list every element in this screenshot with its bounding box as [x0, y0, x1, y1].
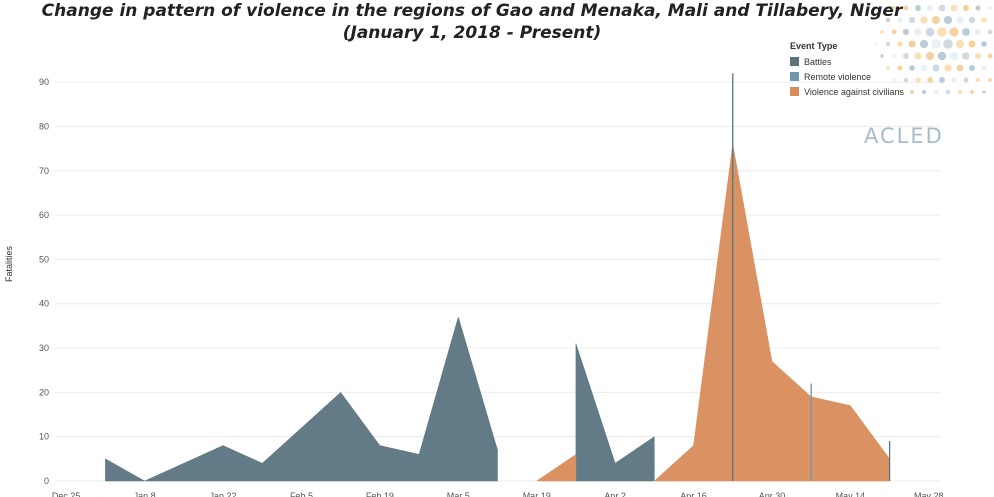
y-tick-label: 40 [39, 299, 49, 309]
legend-label: Battles [804, 56, 832, 67]
y-tick-label: 10 [39, 432, 49, 442]
y-tick-labels: 0 10 20 30 40 50 60 70 80 90 [39, 77, 49, 486]
x-tick-label: Jan 22 [210, 491, 237, 497]
x-tick-label: Feb 19 [366, 491, 394, 497]
y-tick-label: 30 [39, 343, 49, 353]
x-tick-label: Apr 30 [759, 491, 786, 497]
legend-item: Remote violence [790, 69, 904, 84]
area-battles [105, 316, 498, 482]
x-tick-label: Feb 5 [290, 491, 313, 497]
y-tick-label: 70 [39, 166, 49, 176]
legend-swatch [790, 87, 799, 96]
series-spikes [732, 73, 891, 481]
y-tick-label: 60 [39, 210, 49, 220]
y-tick-label: 50 [39, 254, 49, 264]
legend: Event Type Battles Remote violence Violenc… [790, 41, 904, 99]
legend-item: Violence against civilians [790, 84, 904, 99]
area-violence-against-civilians [653, 144, 890, 482]
y-tick-label: 0 [44, 476, 49, 486]
legend-title: Event Type [790, 41, 838, 51]
x-tick-label: Mar 5 [447, 491, 470, 497]
y-tick-label: 90 [39, 77, 49, 87]
legend-label: Violence against civilians [804, 86, 904, 97]
x-tick-label: May 14 [836, 491, 866, 497]
x-tick-label: Mar 19 [523, 491, 551, 497]
x-tick-label: Apr 2 [604, 491, 626, 497]
acled-logo-icon [874, 4, 994, 95]
legend-swatch [790, 72, 799, 81]
x-tick-label: Jan 8 [134, 491, 156, 497]
x-tick-labels: Dec 25 Jan 8 Jan 22 Feb 5 Feb 19 Mar 5 Mar 19 A… [52, 491, 944, 497]
legend-swatch [790, 57, 799, 66]
area-violence-against-civilians [535, 453, 577, 482]
area-battles [575, 343, 655, 482]
legend-label: Remote violence [804, 71, 872, 82]
chart-title: Change in pattern of violence in the reg… [41, 1, 903, 43]
y-tick-label: 80 [39, 121, 49, 131]
legend-item: Battles [790, 54, 904, 69]
series-areas [105, 144, 890, 482]
x-tick-label: Dec 25 [52, 491, 81, 497]
x-tick-label: Apr 16 [680, 491, 707, 497]
x-tick-label: May 28 [914, 491, 944, 497]
y-axis-label: Fatalities [4, 245, 14, 282]
acled-logo-text: ACLED [864, 124, 944, 148]
y-tick-label: 20 [39, 387, 49, 397]
